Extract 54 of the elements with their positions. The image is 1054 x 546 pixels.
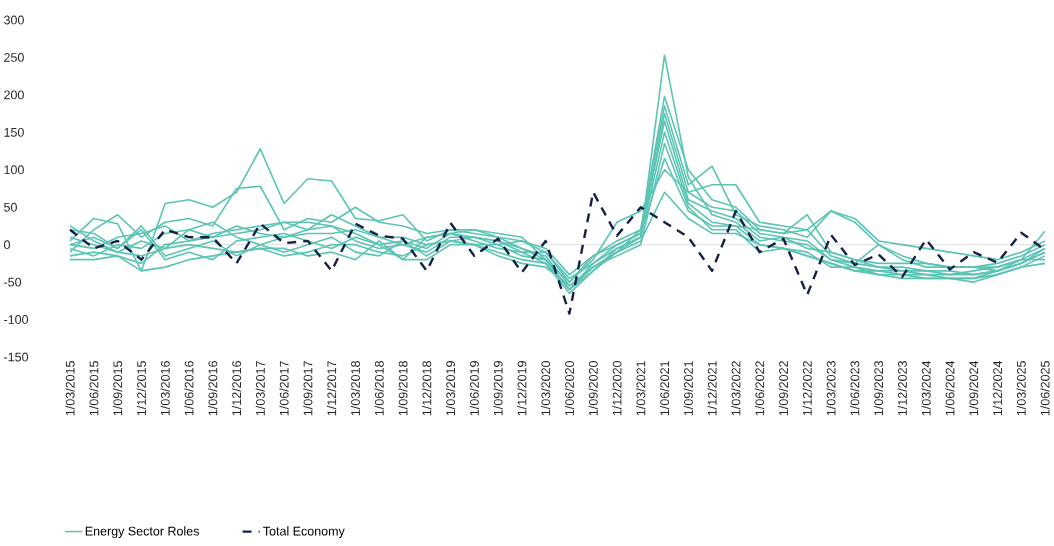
x-tick-label: 1/09/2018 [398,361,408,416]
y-tick-label: 0 [4,240,10,250]
x-tick-label: 1/06/2025 [1040,361,1050,416]
x-tick-label: 1/09/2023 [873,361,884,416]
y-tick-label: 200 [4,90,24,100]
x-tick-label: 1/06/2017 [279,361,289,416]
x-tick-label: 1/12/2021 [707,361,717,416]
y-tick-label: 300 [3,15,24,25]
x-tick-label: 1/12/2019 [517,361,527,416]
y-tick-label: -150 [4,352,29,362]
x-tick-label: 1/09/2019 [493,361,503,416]
legend-label: Energy Sector Roles [85,526,199,538]
x-tick-label: 1/03/2015 [65,361,75,416]
x-tick-label: 1/09/2015 [113,361,123,416]
y-tick-label: 50 [4,202,17,212]
x-tick-label: 1/06/2018 [374,361,384,416]
x-tick-label: 1/03/2025 [1016,361,1026,416]
x-tick-label: 1/12/2016 [231,361,242,416]
x-tick-label: 1/06/2023 [850,361,860,416]
y-tick-label: 150 [4,127,24,137]
x-tick-label: 1/09/2020 [588,361,598,416]
x-tick-label: 1/09/2017 [303,361,313,416]
x-tick-label: 1/12/2022 [802,361,812,416]
x-tick-label: 1/06/2020 [564,361,574,416]
y-tick-label: 250 [4,53,24,62]
x-tick-label: 1/12/2015 [136,361,146,416]
y-tick-label: 100 [4,165,24,175]
x-tick-label: 1/03/2019 [445,361,456,416]
x-tick-label: 1/12/2017 [327,361,337,416]
x-tick-label: 1/09/2016 [208,361,218,416]
x-tick-label: 1/03/2024 [921,360,931,416]
x-tick-label: 1/06/2016 [184,361,194,416]
x-tick-label: 1/03/2016 [160,361,170,416]
x-tick-label: 1/06/2022 [755,361,765,416]
x-tick-label: 1/12/2020 [612,361,622,416]
legend-label: Total Economy [263,526,345,538]
x-tick-label: 1/06/2015 [89,361,99,416]
y-tick-label: -100 [4,315,29,324]
x-tick-label: 1/03/2020 [541,361,551,416]
x-tick-label: 1/06/2019 [469,361,479,416]
x-tick-label: 1/09/2022 [778,361,788,416]
x-tick-label: 1/09/2024 [969,360,979,416]
x-tick-label: 1/03/2022 [731,361,741,416]
x-tick-label: 1/12/2024 [992,360,1003,416]
x-tick-label: 1/09/2021 [683,361,693,416]
y-tick-label: -50 [4,277,22,287]
x-tick-label: 1/03/2023 [826,361,836,416]
x-tick-label: 1/12/2023 [897,361,907,416]
x-tick-label: 1/06/2021 [659,361,670,416]
x-tick-label: 1/12/2018 [422,361,432,416]
x-tick-label: 1/03/2018 [350,361,360,416]
x-tick-label: 1/03/2017 [255,361,265,416]
x-tick-label: 1/03/2021 [636,361,646,416]
x-tick-label: 1/06/2024 [945,360,955,416]
